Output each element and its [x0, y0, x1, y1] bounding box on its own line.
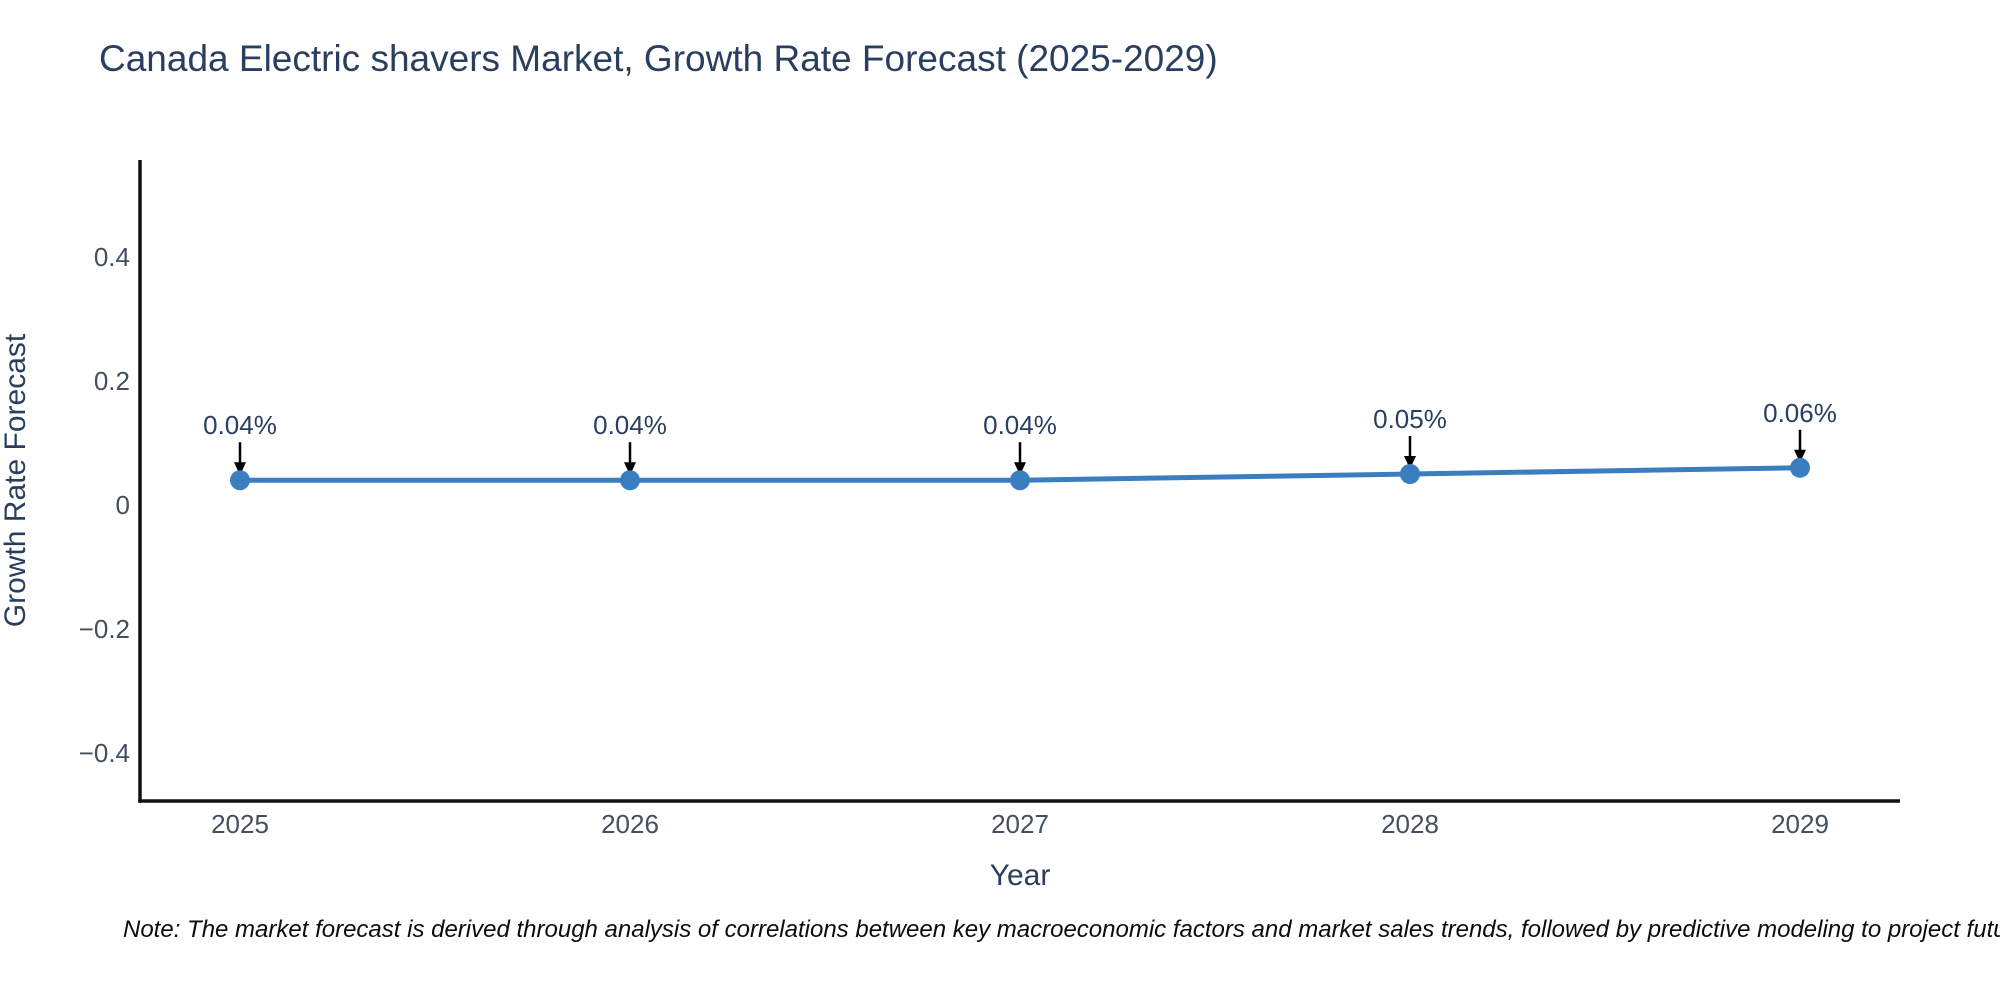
data-point-marker[interactable] — [1400, 464, 1420, 484]
point-value-label: 0.04% — [203, 410, 277, 440]
x-tick-label: 2028 — [1381, 809, 1439, 839]
y-tick-label: 0 — [116, 490, 130, 520]
y-tick-label: −0.4 — [79, 738, 130, 768]
chart-title: Canada Electric shavers Market, Growth R… — [99, 38, 1218, 79]
data-point-marker[interactable] — [620, 470, 640, 491]
annotation-arrowhead-icon — [1794, 449, 1806, 463]
data-point-marker[interactable] — [230, 470, 250, 491]
point-value-label: 0.04% — [983, 410, 1057, 440]
y-tick-label: 0.4 — [94, 242, 130, 272]
data-point-marker[interactable] — [1790, 457, 1810, 478]
x-tick-label: 2027 — [991, 809, 1049, 839]
y-tick-label: 0.2 — [94, 366, 130, 396]
annotation-arrowhead-icon — [1404, 456, 1416, 469]
point-value-label: 0.04% — [593, 410, 667, 440]
annotation-arrowhead-icon — [624, 462, 636, 476]
annotation-arrowhead-icon — [234, 462, 246, 476]
x-tick-label: 2026 — [601, 809, 659, 839]
annotation-arrowhead-icon — [1014, 462, 1026, 476]
x-tick-label: 2025 — [211, 809, 269, 839]
point-value-label: 0.05% — [1373, 404, 1447, 434]
footnote-text: Note: The market forecast is derived thr… — [123, 916, 2000, 943]
point-value-label: 0.06% — [1763, 398, 1837, 428]
data-point-marker[interactable] — [1010, 470, 1030, 491]
y-tick-label: −0.2 — [79, 614, 130, 644]
x-axis-title: Year — [990, 859, 1051, 892]
y-axis-title: Growth Rate Forecast — [0, 333, 32, 627]
x-tick-label: 2029 — [1771, 809, 1829, 839]
